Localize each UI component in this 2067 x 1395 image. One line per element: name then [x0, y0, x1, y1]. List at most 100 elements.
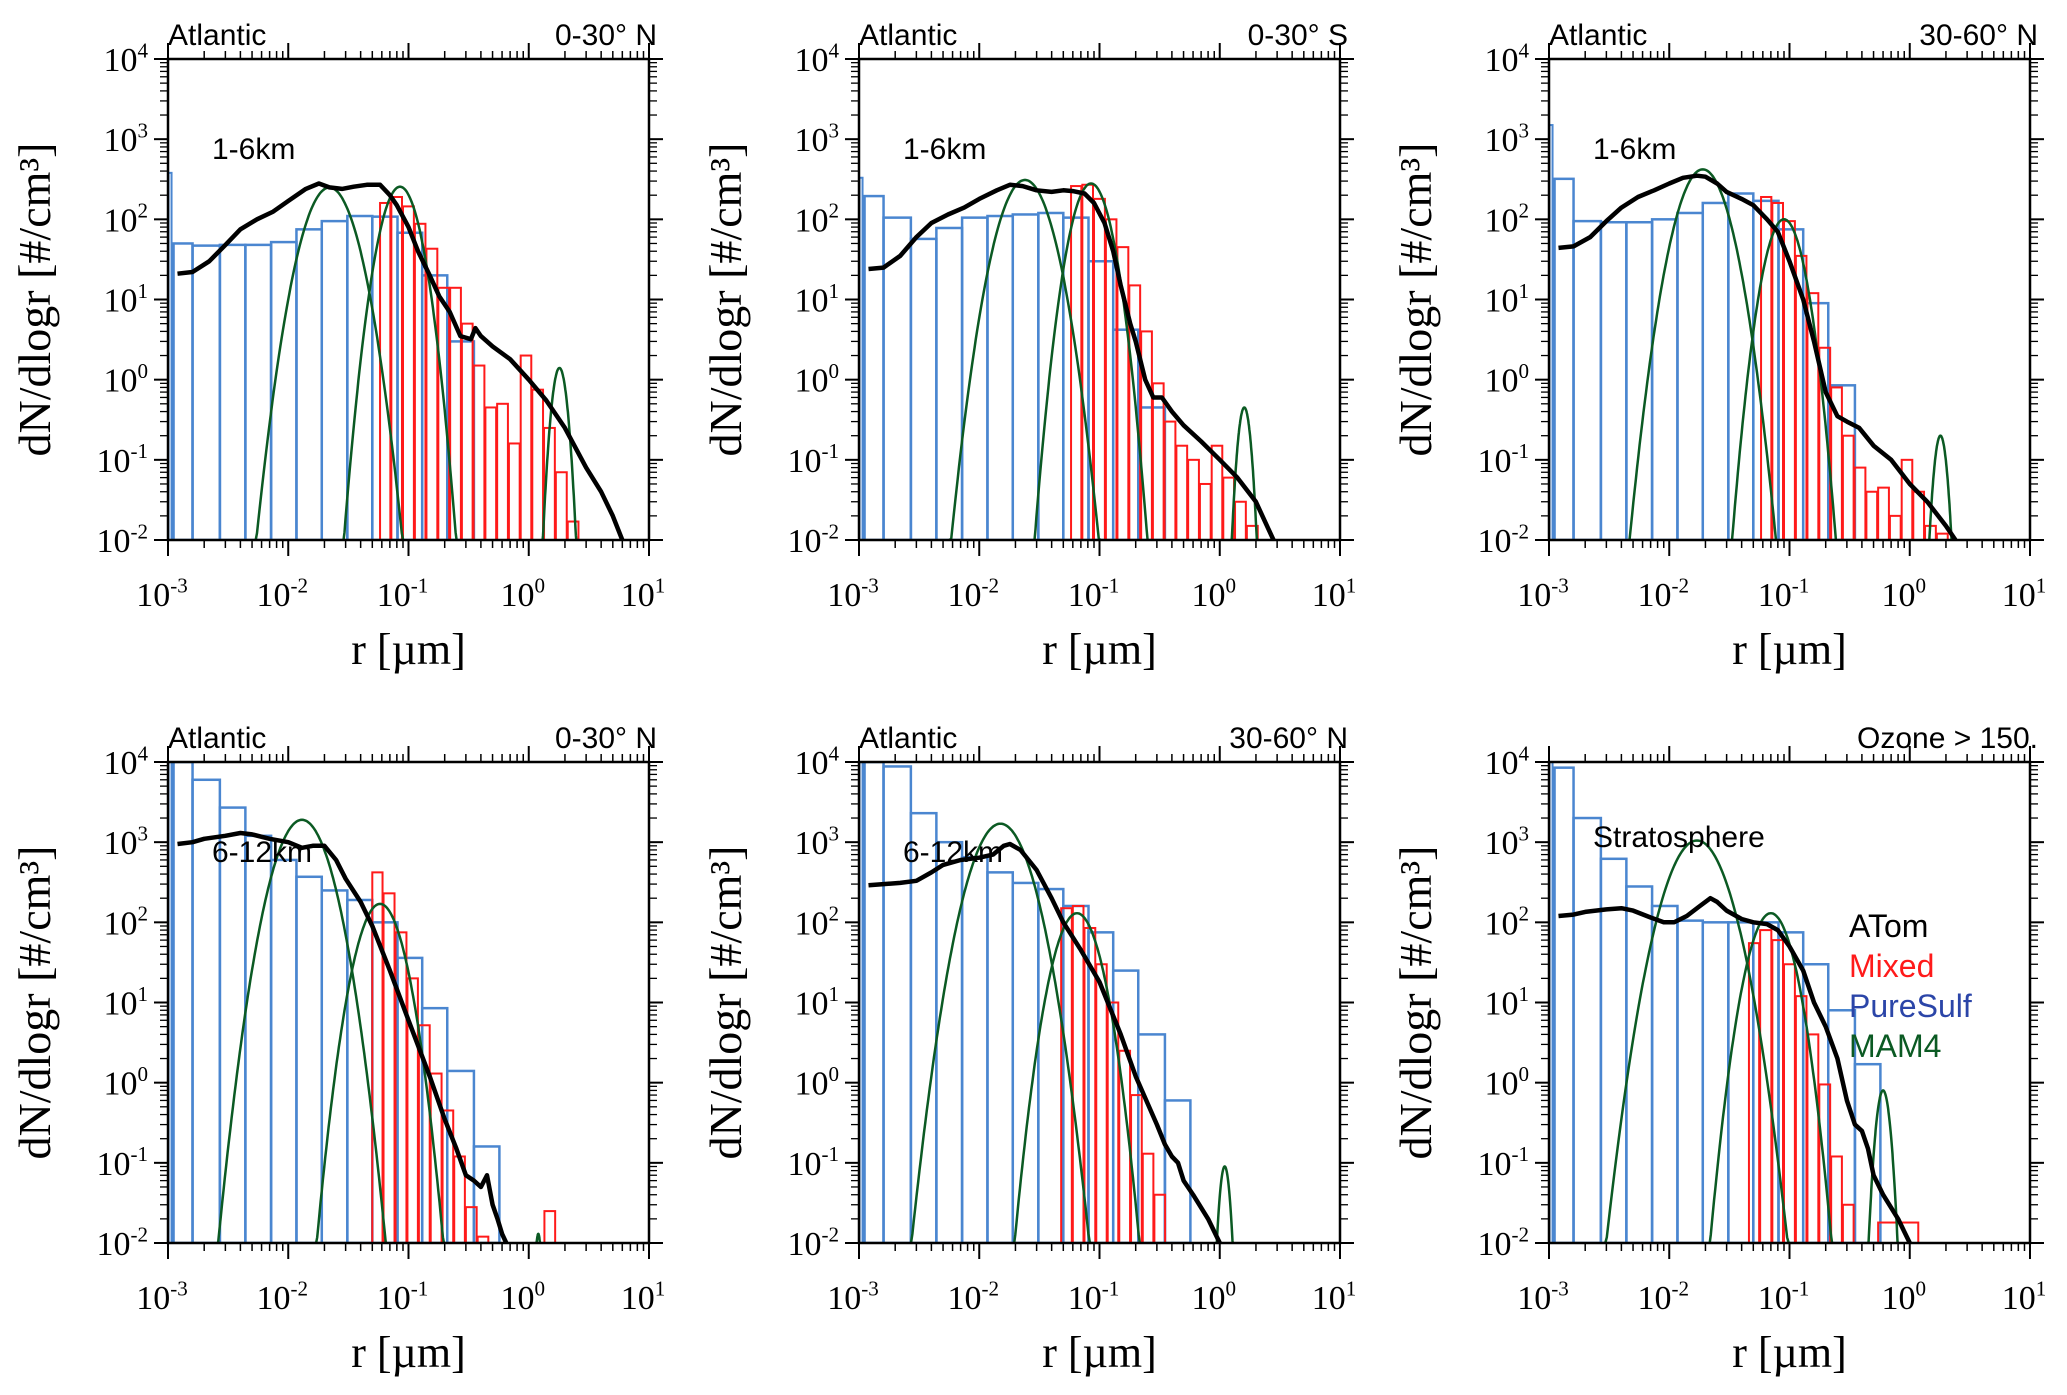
mixed-bar — [1175, 444, 1189, 540]
puresulf-bar — [320, 889, 349, 1243]
puresulf-bar — [191, 244, 222, 540]
mixed-bar — [476, 1235, 490, 1243]
y-tick-label: 10-2 — [96, 519, 148, 560]
puresulf-bar — [371, 215, 399, 540]
puresulf-bar — [346, 898, 374, 1243]
altitude-annotation: 1-6km — [903, 133, 986, 166]
mixed-bar — [1141, 1152, 1155, 1243]
y-tick-label: 103 — [794, 822, 839, 863]
mixed-bar — [472, 364, 486, 540]
mixed-bar — [519, 354, 533, 540]
puresulf-bar — [1676, 211, 1705, 540]
mixed-bar — [413, 222, 427, 540]
x-tick-label: 10-2 — [947, 1276, 999, 1317]
puresulf-bar — [295, 875, 324, 1243]
puresulf-bar — [909, 237, 938, 540]
y-tick-label: 100 — [794, 1062, 839, 1103]
mam4-mode-curve — [1012, 911, 1142, 1243]
x-tick-label: 10-2 — [1637, 1276, 1689, 1317]
y-tick-label: 100 — [794, 359, 839, 400]
puresulf-bar — [172, 242, 194, 540]
mam4-mode-curve — [535, 1232, 542, 1243]
y-tick-label: 103 — [794, 119, 839, 160]
puresulf-bar — [1011, 213, 1040, 540]
mixed-bar — [543, 1210, 557, 1243]
mixed-bar — [1888, 514, 1902, 540]
y-tick-label: 10-1 — [96, 1142, 148, 1183]
y-tick-label: 10-1 — [787, 439, 839, 480]
x-tick-label: 10-1 — [1068, 1276, 1120, 1317]
x-tick-label: 10-1 — [377, 573, 429, 614]
mixed-bar — [1106, 1001, 1120, 1243]
y-tick-label: 103 — [1484, 822, 1529, 863]
puresulf-bar — [935, 226, 964, 540]
y-tick-label: 103 — [1484, 119, 1529, 160]
puresulf-bar — [960, 855, 989, 1243]
x-tick-label: 101 — [1312, 573, 1357, 614]
x-tick-label: 10-3 — [136, 1276, 188, 1317]
y-tick-label: 102 — [1484, 902, 1529, 943]
puresulf-bar — [960, 216, 989, 540]
x-axis-label: r [µm] — [1042, 1328, 1157, 1377]
atom-line — [868, 841, 1222, 1243]
x-tick-label: 100 — [1881, 573, 1926, 614]
altitude-annotation: Stratosphere — [1593, 821, 1765, 854]
x-tick-label: 10-2 — [1637, 573, 1689, 614]
mam4-mode-curve — [342, 185, 458, 540]
plot-area — [168, 762, 557, 1243]
y-tick-label: 104 — [794, 741, 839, 782]
atom-line — [177, 830, 509, 1243]
y-tick-label: 104 — [794, 38, 839, 79]
mixed-bar — [1830, 1155, 1843, 1243]
y-axis-label: dN/dlogr [#/cm³] — [9, 845, 60, 1159]
mixed-bar — [1071, 904, 1085, 1243]
puresulf-bar — [1087, 931, 1115, 1243]
x-tick-label: 10-1 — [1758, 573, 1810, 614]
plot-frame — [857, 57, 1342, 542]
mam4-mode-curve — [909, 822, 1092, 1243]
chart-panel-2: 10-3 10-2 10-1 100 101 10-2 10-1 100 101 102 103 10… — [700, 19, 1356, 674]
mixed-bar — [554, 471, 568, 540]
y-tick-label: 102 — [794, 902, 839, 943]
x-axis-label: r [µm] — [1042, 625, 1157, 674]
panel-title-left: Atlantic — [168, 19, 266, 52]
y-tick-label: 104 — [1484, 38, 1529, 79]
puresulf-bar — [1676, 919, 1705, 1243]
y-tick-label: 104 — [103, 741, 148, 782]
altitude-annotation: 1-6km — [1593, 133, 1676, 166]
mixed-bar — [1153, 1193, 1167, 1243]
puresulf-bar — [863, 762, 885, 1243]
x-tick-label: 10-1 — [1068, 573, 1120, 614]
mixed-bar — [460, 322, 474, 540]
x-tick-label: 100 — [500, 1276, 545, 1317]
y-tick-label: 101 — [103, 279, 148, 320]
y-axis-label: dN/dlogr [#/cm³] — [9, 142, 60, 456]
puresulf-bar — [863, 194, 885, 540]
legend-item-atom: ATom — [1849, 908, 1928, 944]
plot-frame — [1547, 57, 2032, 542]
y-tick-label: 10-1 — [1477, 439, 1529, 480]
panel-title-right: 0-30° S — [1248, 19, 1348, 52]
mam4-mode-curve — [1215, 1165, 1235, 1243]
mam4-mode-curve — [1603, 839, 1791, 1243]
y-tick-label: 101 — [1484, 982, 1529, 1023]
x-tick-label: 101 — [2002, 573, 2047, 614]
y-tick-label: 101 — [794, 982, 839, 1023]
puresulf-bar — [1553, 766, 1575, 1243]
y-tick-label: 100 — [103, 1062, 148, 1103]
panel-title-left: Atlantic — [1549, 19, 1647, 52]
panel-title-right: 30-60° N — [1229, 722, 1348, 755]
puresulf-bar — [244, 243, 273, 540]
panel-title-right: 0-30° N — [555, 19, 657, 52]
chart-panel-3: 10-3 10-2 10-1 100 101 10-2 10-1 100 101 102 103 10… — [1390, 19, 2046, 674]
x-tick-label: 100 — [1881, 1276, 1926, 1317]
puresulf-bar — [986, 871, 1015, 1243]
mixed-bar — [464, 1206, 478, 1243]
mixed-bar — [1070, 185, 1083, 540]
x-tick-label: 10-3 — [136, 573, 188, 614]
chart-panel-4: 10-3 10-2 10-1 100 101 10-2 10-1 100 101 102 103 10… — [9, 722, 665, 1377]
mixed-bar — [1782, 963, 1796, 1243]
atom-line — [1558, 173, 1958, 540]
y-tick-label: 101 — [1484, 279, 1529, 320]
